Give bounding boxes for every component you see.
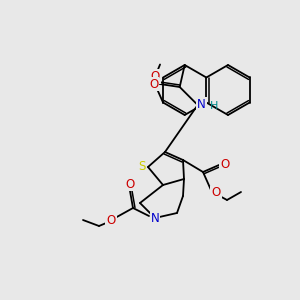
Text: N: N — [197, 98, 206, 110]
Text: N: N — [151, 212, 159, 224]
Text: H: H — [210, 101, 218, 111]
Text: O: O — [125, 178, 135, 190]
Text: O: O — [150, 70, 160, 83]
Text: O: O — [220, 158, 230, 172]
Text: O: O — [106, 214, 116, 227]
Text: O: O — [149, 77, 158, 91]
Text: S: S — [138, 160, 146, 172]
Text: O: O — [212, 187, 220, 200]
